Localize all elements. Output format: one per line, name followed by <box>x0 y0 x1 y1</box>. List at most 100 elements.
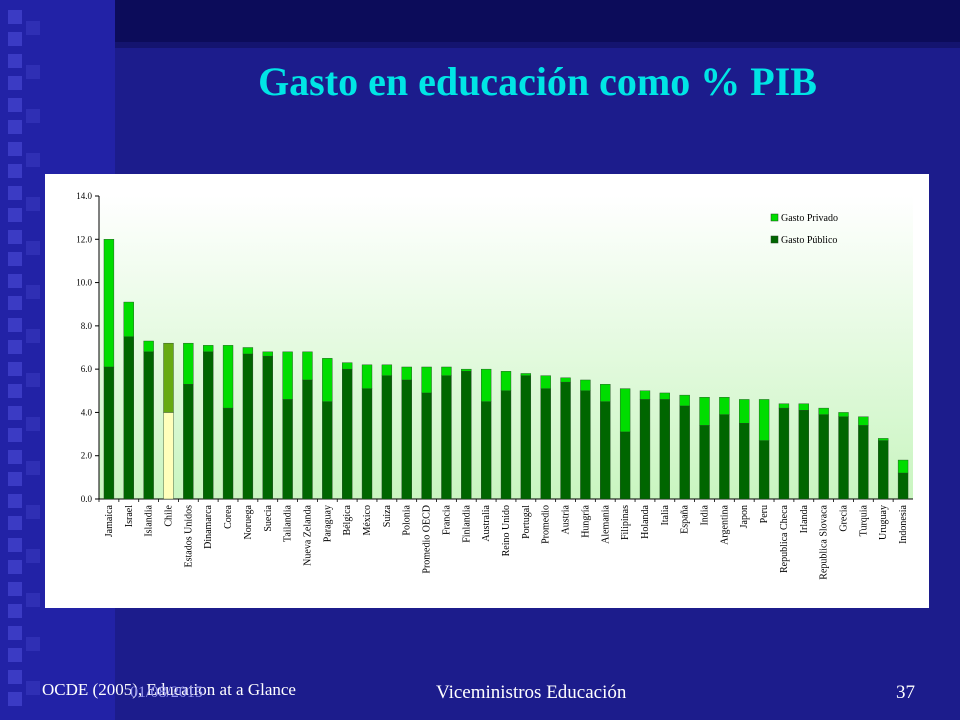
decorative-square <box>8 450 22 464</box>
bar-privado <box>103 239 115 368</box>
decorative-square <box>8 120 22 134</box>
bar-publico <box>123 336 134 500</box>
x-tick-label: Hungría <box>580 504 591 537</box>
decorative-square <box>8 582 22 596</box>
bar-privado <box>441 366 452 376</box>
bar-publico <box>222 407 234 500</box>
bar-privado <box>500 371 512 391</box>
decorative-square <box>8 230 22 244</box>
bar-privado <box>818 407 829 415</box>
bar-publico <box>798 410 809 500</box>
bar-privado <box>560 377 571 383</box>
bar-publico <box>480 401 492 500</box>
decorative-square <box>8 32 22 46</box>
bar-publico <box>302 379 313 500</box>
bar-privado <box>798 403 809 411</box>
bar-publico <box>858 425 869 500</box>
bar-privado <box>322 358 333 402</box>
x-tick-label: Japon <box>739 505 750 528</box>
decorative-square <box>8 54 22 68</box>
decorative-square <box>8 494 22 508</box>
decorative-square <box>8 340 22 354</box>
bar-publico <box>441 375 452 500</box>
bar-privado <box>639 390 651 400</box>
x-tick-label: Peru <box>759 505 770 523</box>
bar-privado <box>381 364 393 376</box>
x-tick-label: Alemania <box>600 504 611 543</box>
decorative-square <box>26 461 40 475</box>
bar-publico <box>401 379 412 500</box>
bar-publico <box>262 355 273 500</box>
decorative-square <box>8 318 22 332</box>
x-tick-label: Promedio <box>541 505 552 544</box>
bar-privado <box>600 384 611 402</box>
decorative-square <box>8 274 22 288</box>
x-tick-label: Israel <box>124 505 135 527</box>
bar-publico <box>520 375 532 500</box>
bar-publico <box>421 392 432 500</box>
x-tick-label: Turquia <box>858 504 869 536</box>
bar-publico <box>739 423 750 500</box>
x-tick-label: Estados Unidos <box>183 505 194 568</box>
bar-privado <box>401 366 412 381</box>
x-tick-label: Italia <box>660 504 671 525</box>
legend-label: Gasto Privado <box>781 213 838 224</box>
x-tick-label: Filipinas <box>620 505 631 540</box>
bar-privado <box>222 345 234 409</box>
x-tick-label: España <box>680 504 691 533</box>
decorative-square <box>8 626 22 640</box>
x-tick-label: Corea <box>223 504 234 528</box>
bar-publico <box>758 440 770 500</box>
x-tick-label: Promedio OECD <box>422 505 433 574</box>
x-tick-label: Nueva Zelanda <box>302 504 313 565</box>
decorative-square <box>8 428 22 442</box>
bar-privado <box>302 351 313 381</box>
x-tick-label: Paraguay <box>322 505 333 542</box>
decorative-square <box>8 538 22 552</box>
decorative-square <box>26 417 40 431</box>
y-tick-label: 0.0 <box>81 494 93 504</box>
bar-publico <box>838 416 849 500</box>
decorative-square <box>8 362 22 376</box>
bar-privado <box>659 392 670 400</box>
bar-publico <box>818 414 829 500</box>
bar-privado <box>242 347 254 355</box>
bar-privado <box>778 403 790 409</box>
bar-privado <box>520 373 532 376</box>
decorative-square <box>8 98 22 112</box>
x-tick-label: Australia <box>481 504 492 541</box>
y-tick-label: 8.0 <box>81 321 93 331</box>
bar-privado <box>719 397 730 415</box>
bar-publico <box>600 401 611 500</box>
x-tick-label: Polonia <box>402 504 413 535</box>
x-tick-label: Holanda <box>640 504 651 538</box>
bar-privado <box>342 362 353 370</box>
x-tick-label: Reino Unido <box>501 505 512 556</box>
x-tick-label: Portugal <box>521 505 532 539</box>
bar-publico <box>500 390 512 500</box>
x-tick-label: Islandia <box>144 504 155 536</box>
legend-label: Gasto Público <box>781 235 837 246</box>
bar-publico <box>461 371 472 500</box>
bar-privado <box>878 438 889 441</box>
bar-privado <box>123 301 134 337</box>
footer-center-text: Viceministros Educación <box>436 682 627 703</box>
x-tick-label: Chile <box>163 504 174 526</box>
x-tick-label: India <box>700 504 711 525</box>
legend-swatch <box>770 235 779 244</box>
bar-publico <box>163 412 174 500</box>
y-tick-label: 4.0 <box>81 407 93 417</box>
decorative-square <box>26 681 40 695</box>
decorative-square <box>26 373 40 387</box>
bar-publico <box>679 405 690 500</box>
x-tick-label: Jamaica <box>104 504 115 537</box>
bar-privado <box>540 375 551 389</box>
bar-publico <box>897 472 909 500</box>
bar-privado <box>699 397 710 426</box>
bar-publico <box>580 390 591 500</box>
decorative-square <box>26 109 40 123</box>
x-tick-label: Dinamarca <box>203 504 214 548</box>
bar-privado <box>739 399 750 424</box>
decorative-square <box>8 10 22 24</box>
bar-publico <box>282 399 293 500</box>
